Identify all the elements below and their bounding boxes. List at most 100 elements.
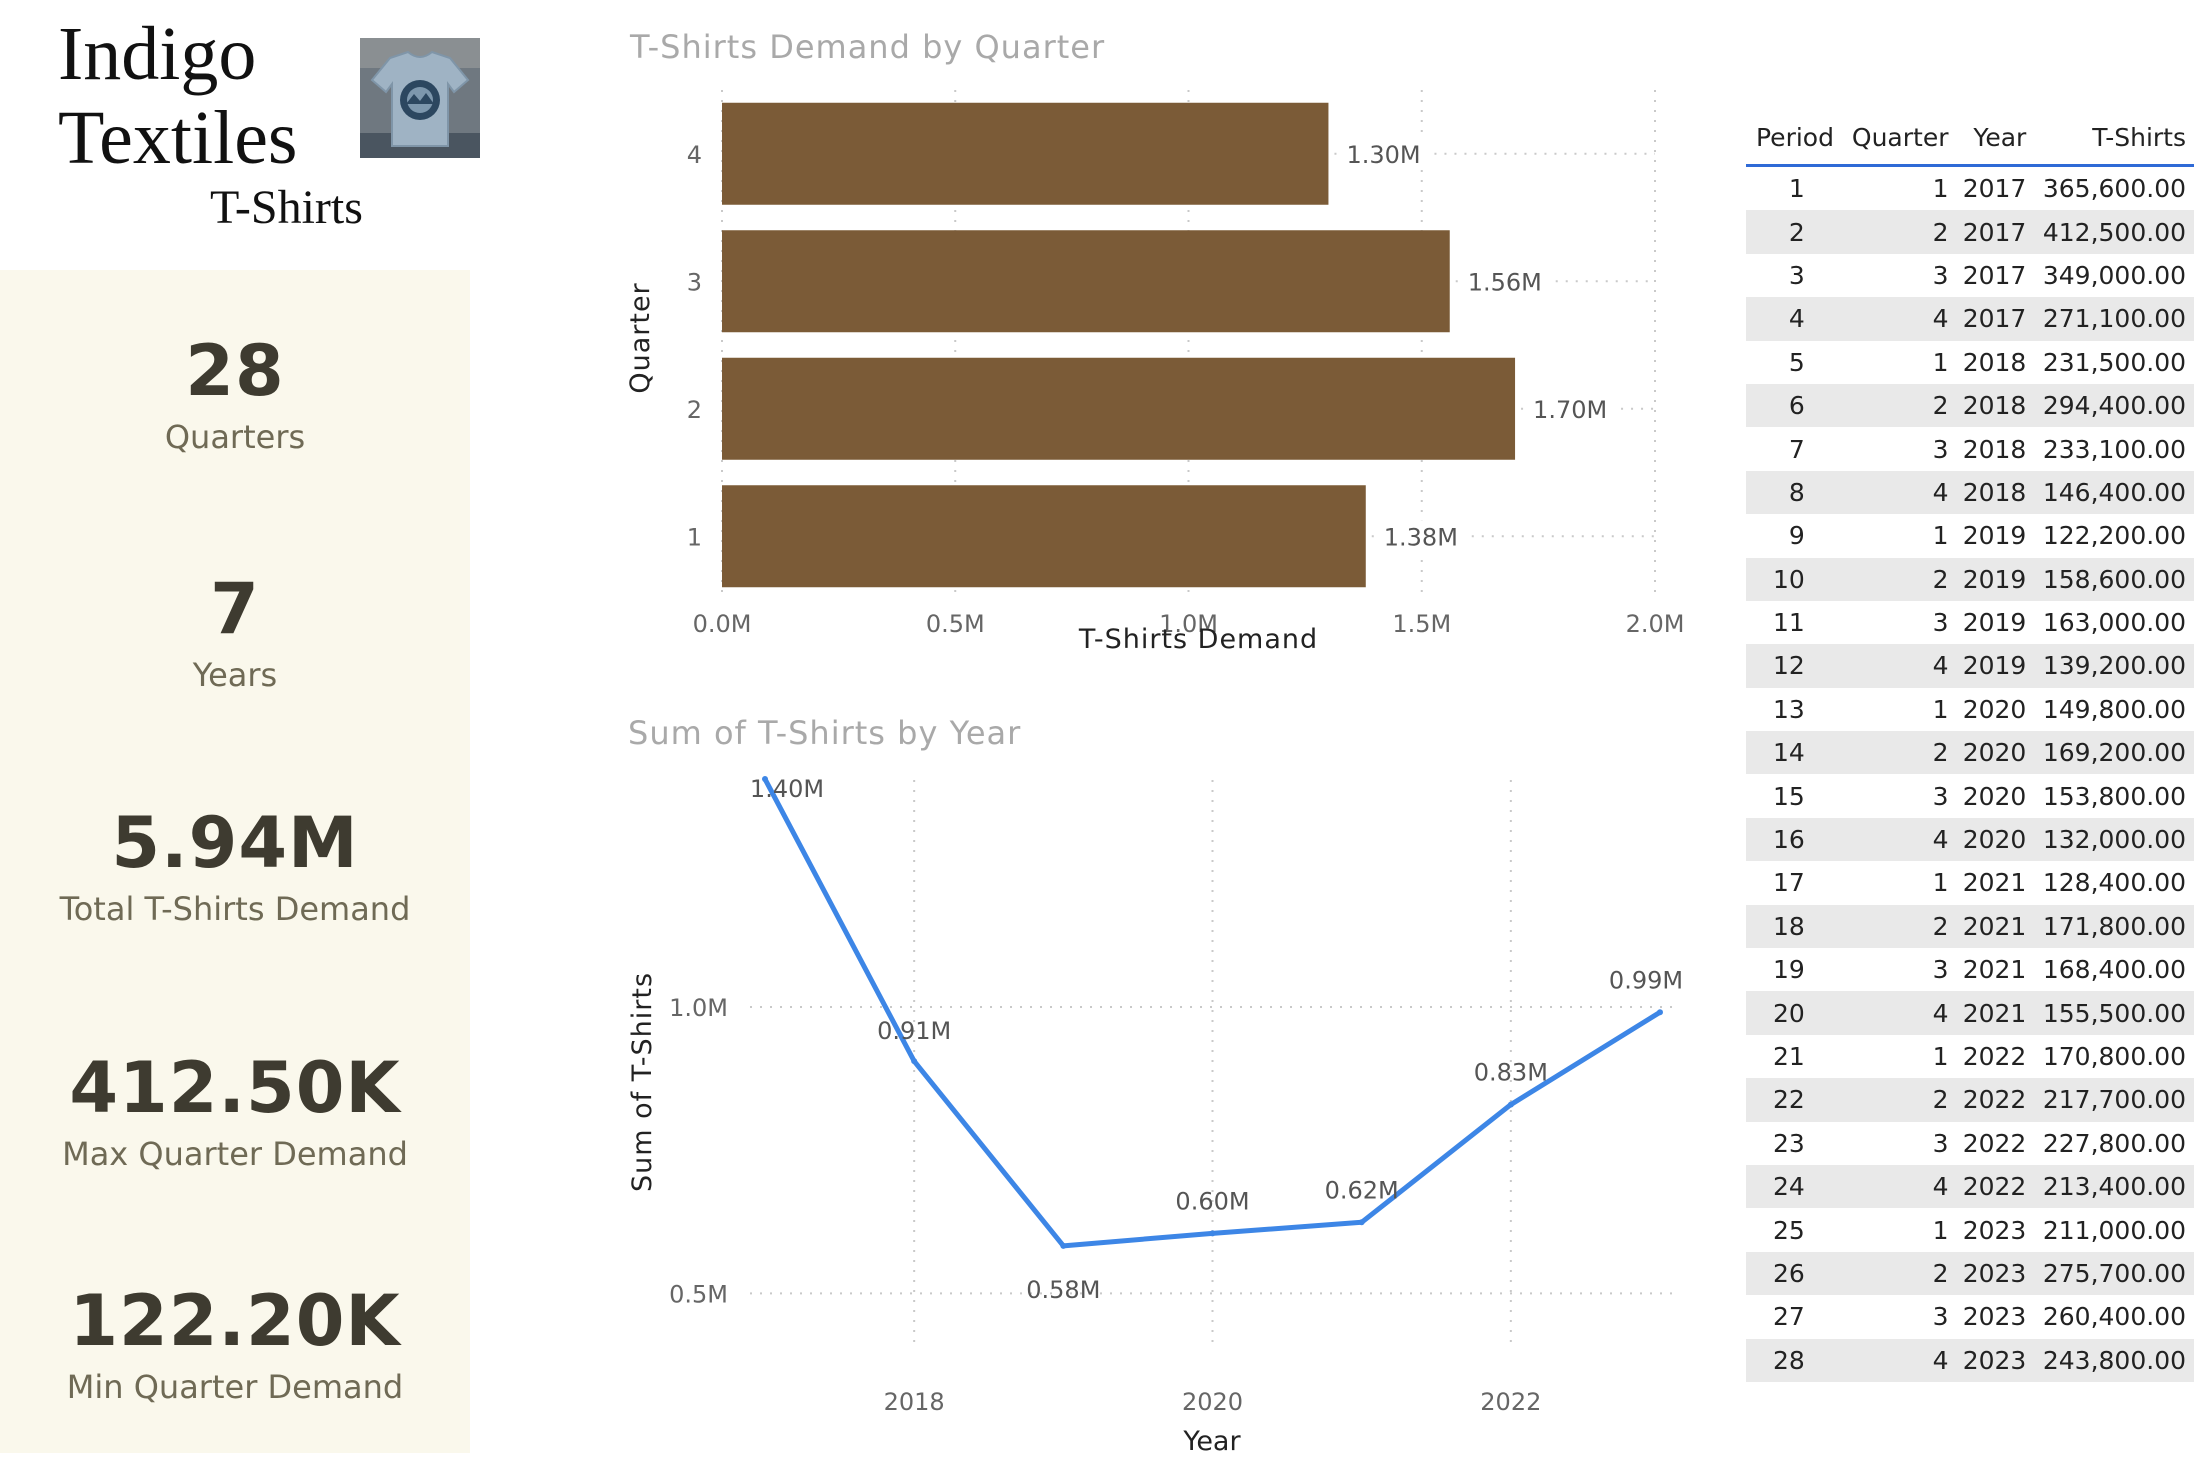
table-row: 28 4 2023 243,800.00 xyxy=(1746,1338,2194,1382)
bar-quarter-4[interactable] xyxy=(722,102,1329,205)
table-cell: 2019 xyxy=(1956,557,2035,601)
table-cell: 20 xyxy=(1746,991,1845,1035)
bar-quarter-3[interactable] xyxy=(722,230,1450,333)
table-cell: 28 xyxy=(1746,1338,1845,1382)
table-cell: 2 xyxy=(1746,210,1845,254)
kpi-label: Max Quarter Demand xyxy=(62,1135,408,1173)
table-cell: 158,600.00 xyxy=(2034,557,2194,601)
table-cell: 132,000.00 xyxy=(2034,817,2194,862)
table-cell: 2022 xyxy=(1956,1164,2035,1209)
table-cell: 2023 xyxy=(1962,1215,2027,1245)
table-header-cell[interactable]: T-Shirts xyxy=(2034,110,2194,167)
table-row: 13 1 2020 149,800.00 xyxy=(1746,688,2194,731)
table-cell: 9 xyxy=(1788,521,1805,551)
bar-x-tick-label: 0.5M xyxy=(926,610,985,638)
table-cell: 211,000.00 xyxy=(2042,1215,2186,1245)
table-cell: 8 xyxy=(1746,470,1845,515)
table-cell: 15 xyxy=(1772,781,1805,811)
table-cell: 11 xyxy=(1772,608,1805,638)
table-row: 23 3 2022 227,800.00 xyxy=(1746,1122,2194,1165)
table-cell: 128,400.00 xyxy=(2042,868,2186,898)
line-point[interactable] xyxy=(1209,1230,1216,1237)
table-row: 27 3 2023 260,400.00 xyxy=(1746,1295,2194,1338)
table-cell: 2023 xyxy=(1956,1251,2035,1296)
line-y-tick-label: 1.0M xyxy=(669,994,728,1022)
table-cell: 4 xyxy=(1844,1164,1957,1209)
bar-data-label-bg xyxy=(1463,265,1552,298)
table-row: 22 2 2022 217,700.00 xyxy=(1746,1078,2194,1122)
brand-subtitle: T-Shirts xyxy=(210,181,363,234)
table-body: 1 1 2017 365,600.00 2 2 2017 412,500.00 3 3 2017 34… xyxy=(1746,166,2194,1382)
table-cell: 25 xyxy=(1772,1215,1805,1245)
table-cell: 2018 xyxy=(1962,347,2027,377)
bar-data-label-bg xyxy=(1379,520,1468,553)
table-cell: 1 xyxy=(1932,694,1949,724)
table-cell: 365,600.00 xyxy=(2042,174,2186,204)
bar-chart-title: T-Shirts Demand by Quarter xyxy=(630,28,1106,66)
table-cell: 23 xyxy=(1772,1128,1805,1158)
line-x-axis-title: Year xyxy=(1182,1426,1241,1457)
table-cell: 21 xyxy=(1772,1042,1805,1071)
line-point[interactable] xyxy=(1358,1219,1365,1226)
table-row: 26 2 2023 275,700.00 xyxy=(1746,1251,2194,1296)
table-cell: 139,200.00 xyxy=(2034,644,2194,688)
kpi-label: Total T-Shirts Demand xyxy=(59,890,411,928)
table-cell: 2018 xyxy=(1956,470,2035,515)
table-cell: 2018 xyxy=(1956,383,2035,428)
data-table: Period Quarter Year T-Shirts 1 1 2017 365,600.… xyxy=(1746,110,2194,1382)
table-row: 11 3 2019 163,000.00 xyxy=(1746,601,2194,644)
table-cell: 3 xyxy=(1788,260,1805,290)
table-cell: 2 xyxy=(1844,731,1957,775)
table-row: 12 4 2019 139,200.00 xyxy=(1746,644,2194,688)
table-cell: 170,800.00 xyxy=(2042,1042,2186,1071)
table-cell: 1 xyxy=(1932,521,1949,551)
table-cell: 171,800.00 xyxy=(2034,904,2194,949)
bar-quarter-2[interactable] xyxy=(722,357,1516,460)
line-data-label: 0.60M xyxy=(1175,1187,1249,1215)
bar-data-label-bg xyxy=(1342,137,1431,170)
table-row: 21 1 2022 170,800.00 xyxy=(1746,1035,2194,1078)
table-row: 9 1 2019 122,200.00 xyxy=(1746,514,2194,557)
table-cell: 2021 xyxy=(1956,991,2035,1035)
table-cell: 4 xyxy=(1844,644,1957,688)
table-cell: 6 xyxy=(1746,383,1845,428)
table-cell: 233,100.00 xyxy=(2042,434,2186,464)
table-cell: 2017 xyxy=(1956,297,2035,341)
table-cell: 2020 xyxy=(1956,817,2035,862)
line-point[interactable] xyxy=(1657,1009,1663,1016)
line-point[interactable] xyxy=(1507,1101,1514,1108)
table-cell: 2021 xyxy=(1962,868,2027,898)
line-data-label: 0.99M xyxy=(1609,966,1683,994)
table-row: 3 3 2017 349,000.00 xyxy=(1746,254,2194,297)
table-header-cell[interactable]: Quarter xyxy=(1844,110,1957,167)
bar-y-tick-label: 4 xyxy=(687,141,702,169)
table-row: 24 4 2022 213,400.00 xyxy=(1746,1164,2194,1209)
table-cell: 27 xyxy=(1772,1302,1805,1332)
line-point[interactable] xyxy=(911,1058,918,1065)
line-data-label: 0.62M xyxy=(1325,1176,1399,1204)
table-cell: 7 xyxy=(1788,434,1805,464)
table-cell: 163,000.00 xyxy=(2042,608,2186,638)
table-cell: 3 xyxy=(1932,608,1949,638)
bar-x-tick-label: 2.0M xyxy=(1626,610,1685,638)
kpi-label: Years xyxy=(192,656,278,694)
line-series[interactable] xyxy=(762,777,1662,1249)
table-cell: 149,800.00 xyxy=(2042,694,2186,724)
line-point[interactable] xyxy=(762,776,768,783)
bar-x-tick-label: 1.0M xyxy=(1159,610,1218,638)
bar-y-tick-label: 2 xyxy=(687,396,702,424)
line-point[interactable] xyxy=(1060,1242,1067,1249)
bar-x-tick-label: 1.5M xyxy=(1392,610,1451,638)
bar-quarter-1[interactable] xyxy=(722,485,1366,588)
table-cell: 4 xyxy=(1844,991,1957,1035)
table-cell: 3 xyxy=(1932,781,1949,811)
table-cell: 2 xyxy=(1844,210,1957,254)
table-row: 1 1 2017 365,600.00 xyxy=(1746,166,2194,211)
table-header-cell[interactable]: Period xyxy=(1746,110,1845,167)
table-cell: 2018 xyxy=(1962,434,2027,464)
table-cell: 4 xyxy=(1844,297,1957,341)
bar-data-label: 1.70M xyxy=(1533,396,1607,424)
line-x-tick-label: 2018 xyxy=(884,1388,945,1416)
table-row: 7 3 2018 233,100.00 xyxy=(1746,427,2194,470)
table-header-cell[interactable]: Year xyxy=(1956,110,2035,167)
